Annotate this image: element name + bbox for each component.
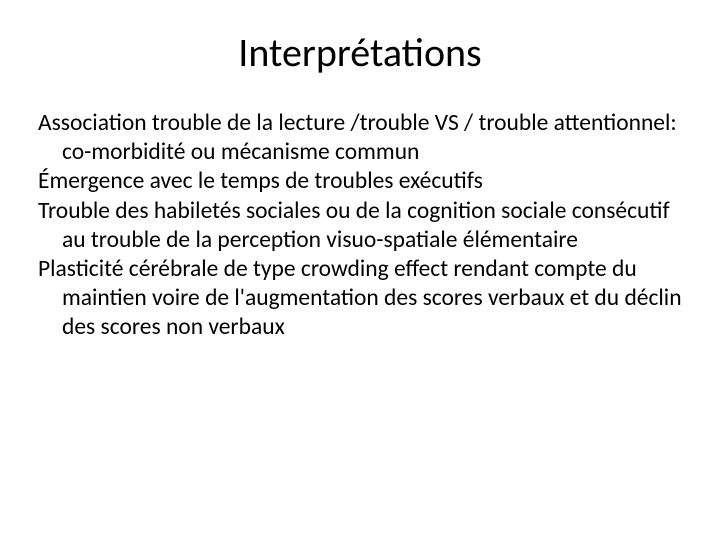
slide-content: Association trouble de la lecture /troub… — [38, 109, 682, 341]
paragraph: Trouble des habiletés sociales ou de la … — [38, 197, 682, 254]
paragraph: Association trouble de la lecture /troub… — [38, 109, 682, 166]
slide: Interprétations Association trouble de l… — [0, 0, 720, 540]
paragraph: Plasticité cérébrale de type crowding ef… — [38, 255, 682, 341]
paragraph: Émergence avec le temps de troubles exéc… — [38, 167, 682, 196]
slide-title: Interprétations — [38, 28, 682, 77]
